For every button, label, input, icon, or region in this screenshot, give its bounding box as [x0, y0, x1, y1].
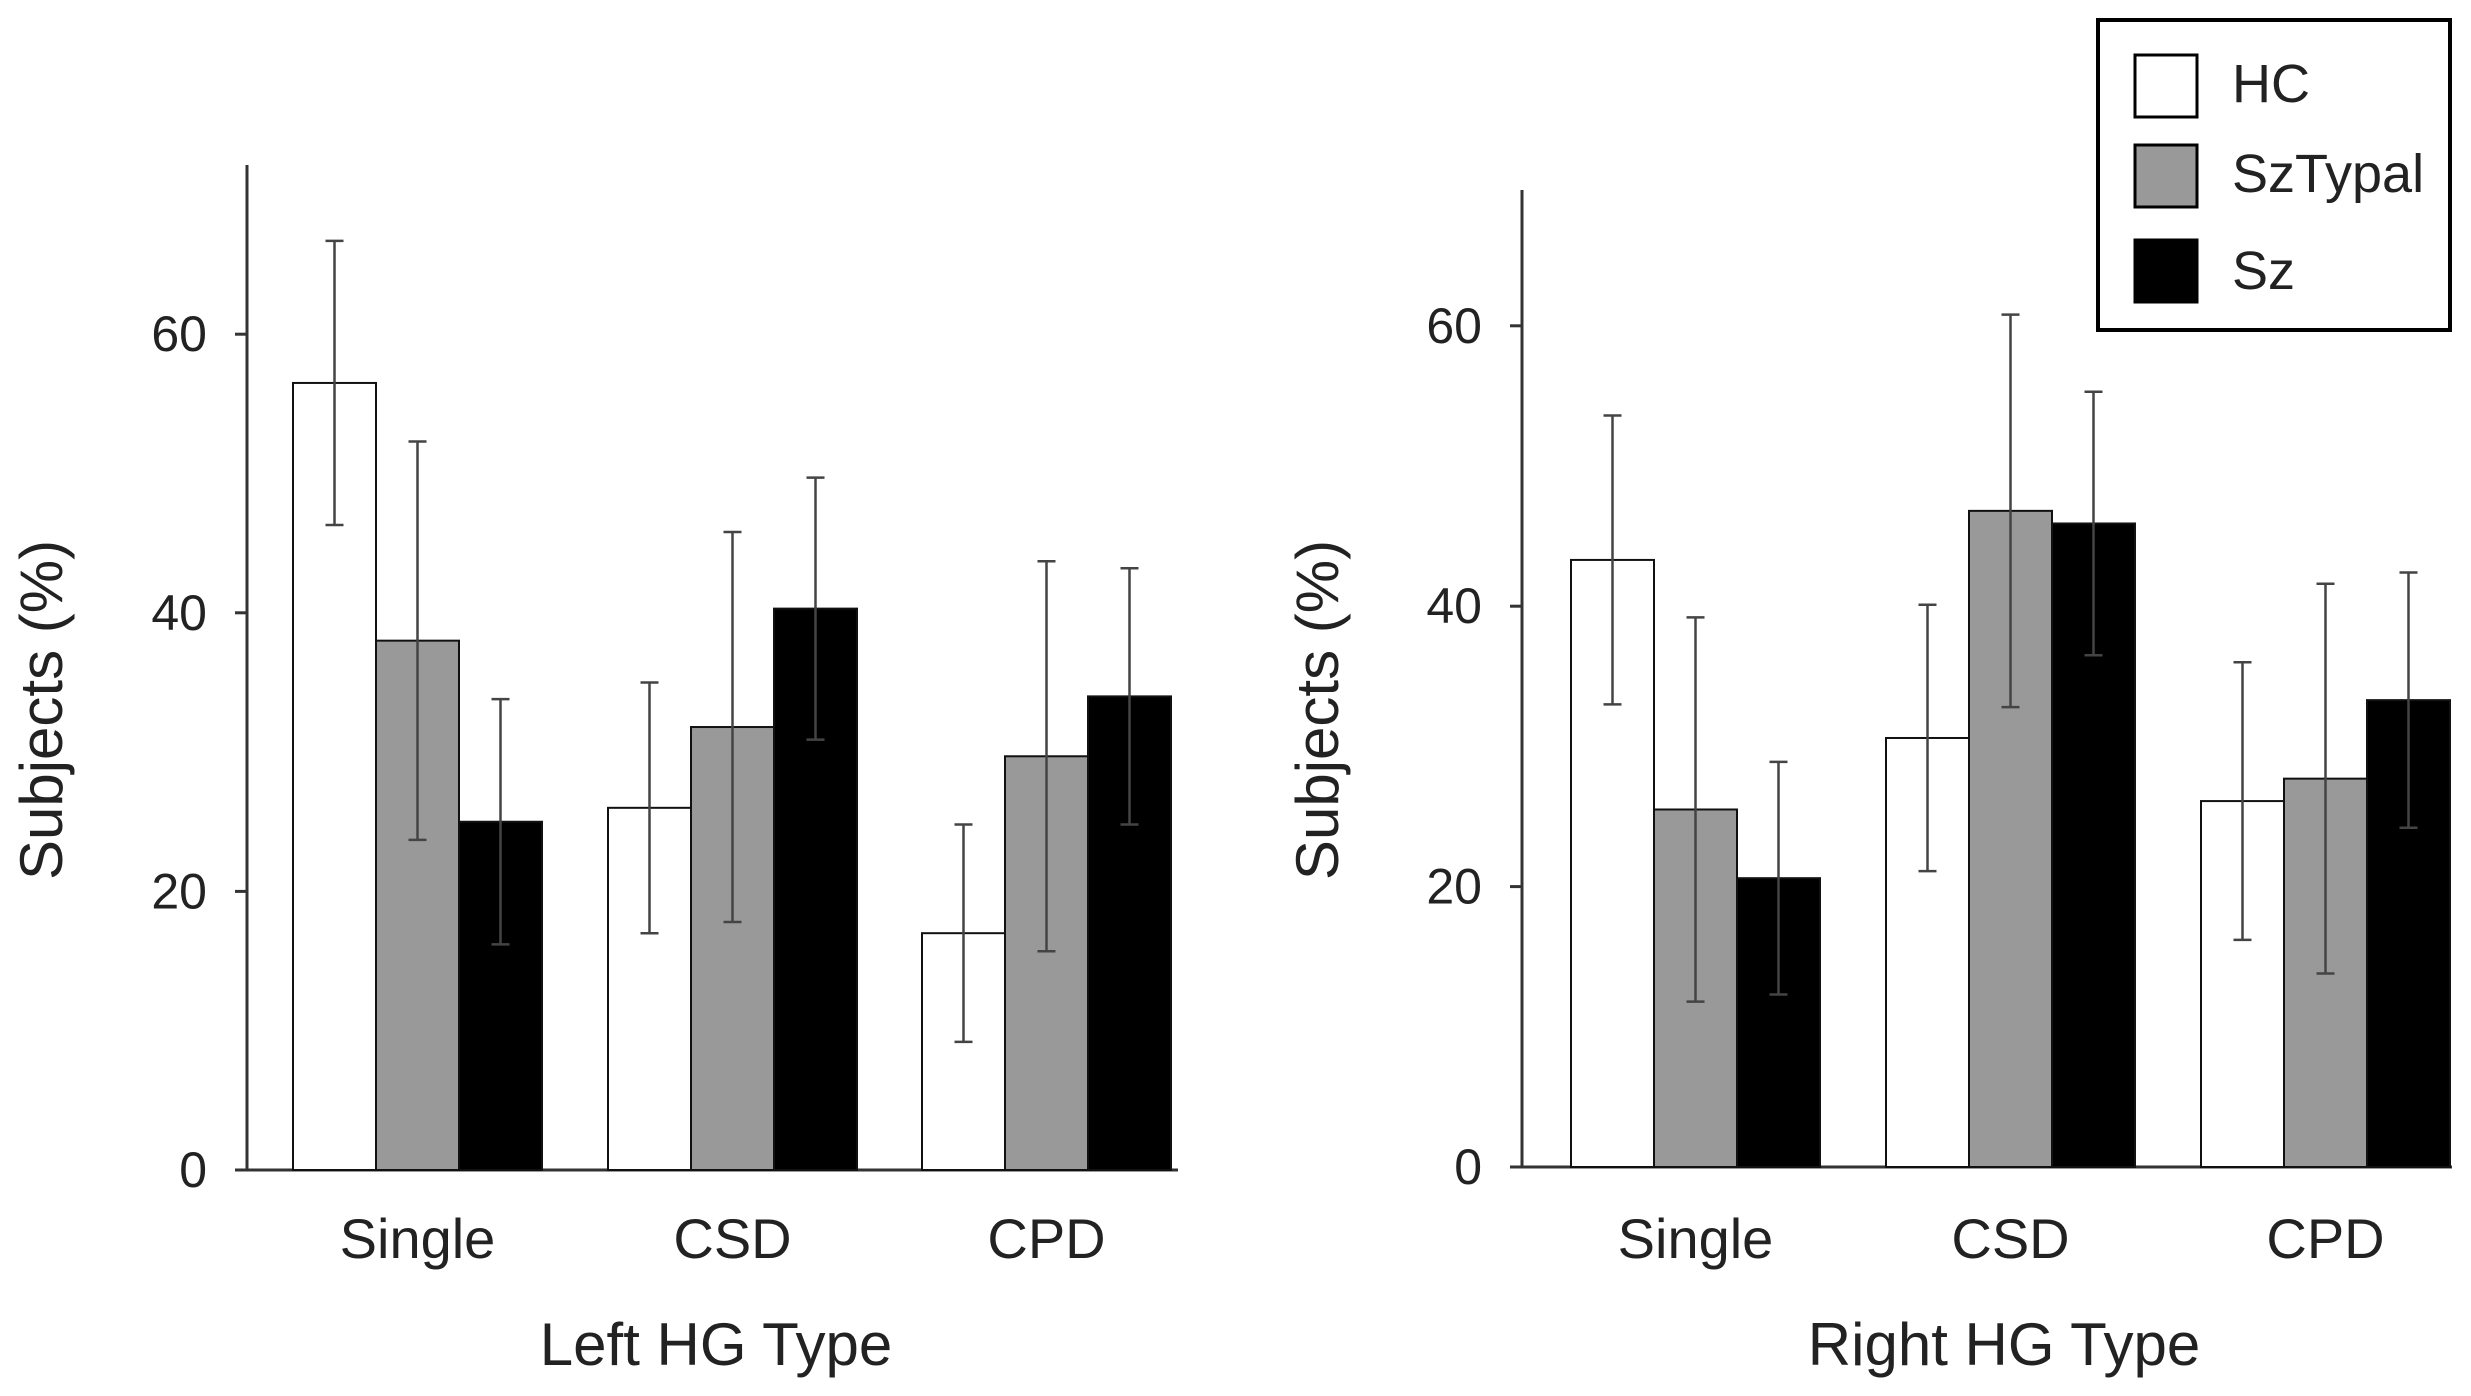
legend-label-sztypal: SzTypal [2232, 144, 2424, 204]
legend-label-hc: HC [2232, 54, 2310, 114]
y-tick-label: 40 [151, 585, 207, 641]
y-tick-label: 60 [151, 306, 207, 362]
y-axis-title: Subjects (%) [1284, 540, 1351, 880]
right-hg-chart: 0 20 40 60 Single CSD CPD Right HG Type Subjects… [1284, 190, 2452, 1378]
y-tick-label: 0 [179, 1142, 207, 1198]
category-label-csd: CSD [673, 1207, 791, 1270]
legend-label-sz: Sz [2232, 241, 2295, 301]
legend-swatch-sztypal [2133, 143, 2199, 209]
category-label-cpd: CPD [2266, 1207, 2384, 1270]
y-tick-label: 0 [1454, 1139, 1482, 1195]
x-axis-title: Left HG Type [540, 1311, 892, 1378]
legend: HC SzTypal Sz [2096, 18, 2452, 332]
category-label-csd: CSD [1951, 1207, 2069, 1270]
legend-swatch-hc [2133, 53, 2199, 119]
left-hg-chart: 0 20 40 60 Single CSD CPD Left HG Type Subjects … [8, 165, 1178, 1378]
category-label-single: Single [340, 1207, 496, 1270]
y-tick-label: 60 [1426, 298, 1482, 354]
category-label-cpd: CPD [987, 1207, 1105, 1270]
y-tick-label: 40 [1426, 578, 1482, 634]
category-label-single: Single [1618, 1207, 1774, 1270]
y-axis-title: Subjects (%) [8, 540, 75, 880]
x-axis-title: Right HG Type [1808, 1311, 2200, 1378]
y-tick-label: 20 [1426, 859, 1482, 915]
legend-swatch-sz [2133, 238, 2199, 304]
y-tick-label: 20 [151, 863, 207, 919]
